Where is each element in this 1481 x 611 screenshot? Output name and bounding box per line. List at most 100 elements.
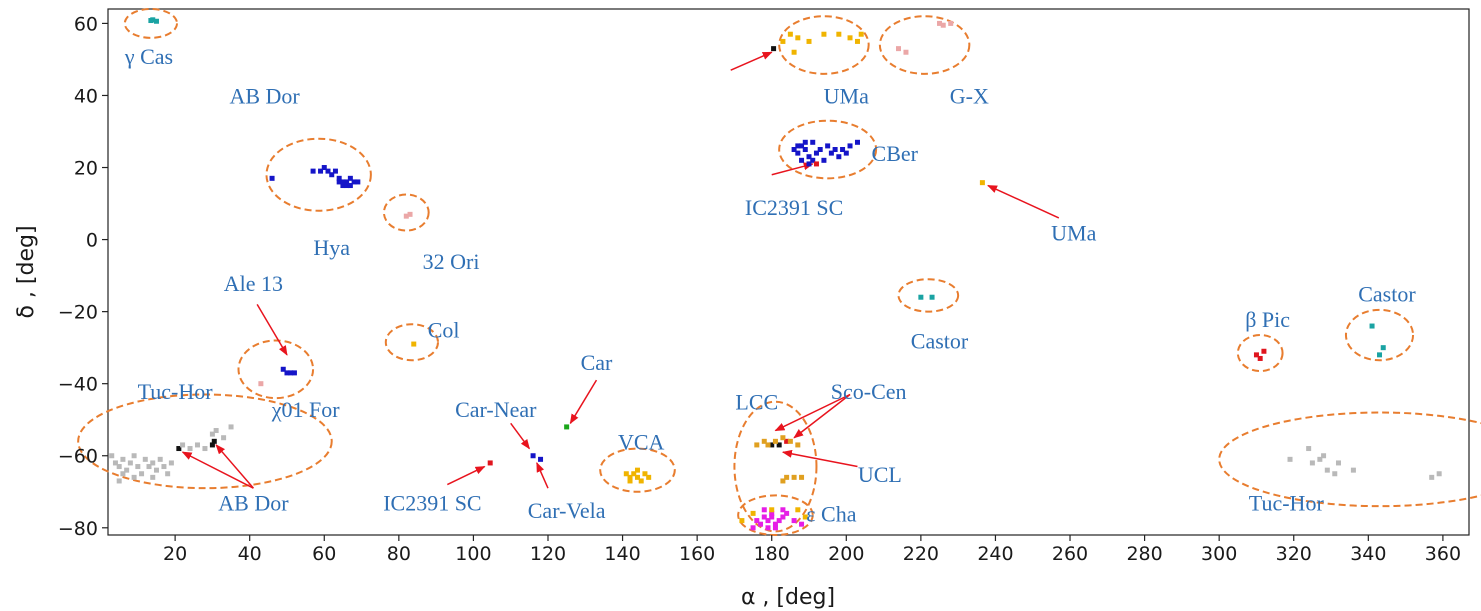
arrow-ab-dor bbox=[215, 444, 254, 489]
x-tick-label: 40 bbox=[238, 543, 262, 565]
point-cha-gold bbox=[750, 510, 756, 516]
label-castor: Castor bbox=[1358, 282, 1416, 307]
point-tuc-hor-field bbox=[1350, 467, 1356, 473]
point-cber bbox=[806, 154, 812, 160]
x-tick-label: 20 bbox=[163, 543, 187, 565]
point-castor bbox=[918, 294, 924, 300]
group-ellipse-g-x bbox=[878, 15, 971, 75]
point-ab-dor bbox=[211, 438, 217, 444]
label-ic2391-sc: IC2391 SC bbox=[383, 491, 481, 516]
point-castor bbox=[1380, 345, 1386, 351]
point-hya bbox=[325, 168, 331, 174]
point-uma bbox=[979, 180, 985, 186]
point-vca bbox=[634, 467, 640, 473]
point-lcc bbox=[765, 442, 771, 448]
point-hya bbox=[269, 175, 275, 181]
point-uma bbox=[821, 31, 827, 37]
x-tick-label: 220 bbox=[903, 543, 939, 565]
x-tick-label: 340 bbox=[1350, 543, 1386, 565]
point-ic2391-sc bbox=[784, 438, 790, 444]
point-cber bbox=[813, 150, 819, 156]
annotation-arrows bbox=[181, 51, 1060, 489]
arrow-ic2391-sc bbox=[771, 162, 814, 176]
group-ellipse-pic bbox=[1236, 334, 1284, 373]
point-lcc bbox=[791, 474, 797, 480]
label-g-x: G-X bbox=[950, 83, 989, 108]
point-tuc-hor-field bbox=[213, 428, 219, 434]
point-tuc-hor-field bbox=[187, 446, 193, 452]
point-tuc-hor-field bbox=[139, 471, 145, 477]
point-hya bbox=[344, 179, 350, 185]
point-car bbox=[564, 424, 570, 430]
point-tuc-hor-field bbox=[1309, 460, 1315, 466]
label-cas: γ Cas bbox=[124, 44, 173, 69]
group-ellipse-col bbox=[384, 323, 439, 362]
point-01-for bbox=[288, 370, 294, 376]
point-g-x bbox=[948, 20, 954, 26]
point-tuc-hor-field bbox=[127, 460, 133, 466]
point-hya bbox=[340, 183, 346, 189]
point-cber bbox=[847, 143, 853, 149]
point-01-for bbox=[280, 366, 286, 372]
point-cha bbox=[758, 521, 764, 527]
point-tuc-hor bbox=[258, 381, 264, 387]
group-ellipse-vca bbox=[599, 447, 676, 493]
point-tuc-hor-field bbox=[131, 453, 137, 459]
point-tuc-hor-field bbox=[131, 474, 137, 480]
x-tick-label: 80 bbox=[387, 543, 411, 565]
point-cha bbox=[754, 518, 760, 524]
point-tuc-hor-field bbox=[150, 474, 156, 480]
x-tick-label: 60 bbox=[312, 543, 336, 565]
label-uma: UMa bbox=[824, 83, 869, 108]
point-hya bbox=[351, 179, 357, 185]
group-ellipse-01-for bbox=[237, 339, 315, 400]
label-cber: CBer bbox=[872, 141, 919, 166]
label-ab-dor: AB Dor bbox=[218, 491, 289, 516]
point-hya bbox=[310, 168, 316, 174]
point-vca bbox=[634, 474, 640, 480]
point-tuc-hor-field bbox=[112, 460, 118, 466]
point-tuc-hor-field bbox=[1332, 471, 1338, 477]
point-lcc bbox=[787, 438, 793, 444]
y-axis-label: δ , [deg] bbox=[14, 225, 39, 318]
point-g-x bbox=[940, 22, 946, 28]
point-hya bbox=[329, 172, 335, 178]
x-tick-label: 320 bbox=[1276, 543, 1312, 565]
point-tuc-hor-field bbox=[120, 471, 126, 477]
point-lcc bbox=[780, 435, 786, 441]
label-castor: Castor bbox=[911, 328, 969, 353]
x-tick-label: 160 bbox=[679, 543, 715, 565]
point-tuc-hor-field bbox=[1321, 453, 1327, 459]
arrow-ic2391-sc bbox=[446, 465, 486, 486]
arrow-ale-13 bbox=[256, 304, 288, 356]
point-ic2391-sc bbox=[487, 460, 493, 466]
point-vca bbox=[646, 474, 652, 480]
point-g-x bbox=[407, 211, 413, 217]
arrow-car-near bbox=[510, 422, 530, 450]
x-axis-ticks: 20 40 60 80 100 120 140 160 180 200 220 240 260 280 30… bbox=[163, 535, 1461, 565]
point-cha bbox=[769, 510, 775, 516]
x-tick-label: 360 bbox=[1425, 543, 1461, 565]
point-cha-gold bbox=[739, 518, 745, 524]
point-ab-dor bbox=[776, 442, 782, 448]
label-car: Car bbox=[581, 350, 613, 375]
point-pic bbox=[1253, 352, 1259, 358]
point-cber bbox=[799, 157, 805, 163]
plot-area-frame bbox=[107, 8, 1470, 536]
label-32-ori: 32 Ori bbox=[423, 249, 480, 274]
point-tuc-hor-field bbox=[228, 424, 234, 430]
arrow-uma bbox=[987, 184, 1060, 219]
point-tuc-hor-field bbox=[142, 456, 148, 462]
point-tuc-hor-field bbox=[180, 442, 186, 448]
point-lcc bbox=[795, 442, 801, 448]
group-ellipse-hya bbox=[265, 137, 372, 212]
point-lcc bbox=[754, 442, 760, 448]
point-cber bbox=[836, 154, 842, 160]
x-axis-label: α , [deg] bbox=[741, 585, 835, 610]
point-tuc-hor-field bbox=[109, 453, 115, 459]
label-ale-13: Ale 13 bbox=[224, 271, 283, 296]
point-uma bbox=[847, 35, 853, 41]
arrow-car-vela bbox=[536, 462, 549, 489]
point-ab-dor bbox=[769, 442, 775, 448]
point-tuc-hor-field bbox=[161, 464, 167, 470]
